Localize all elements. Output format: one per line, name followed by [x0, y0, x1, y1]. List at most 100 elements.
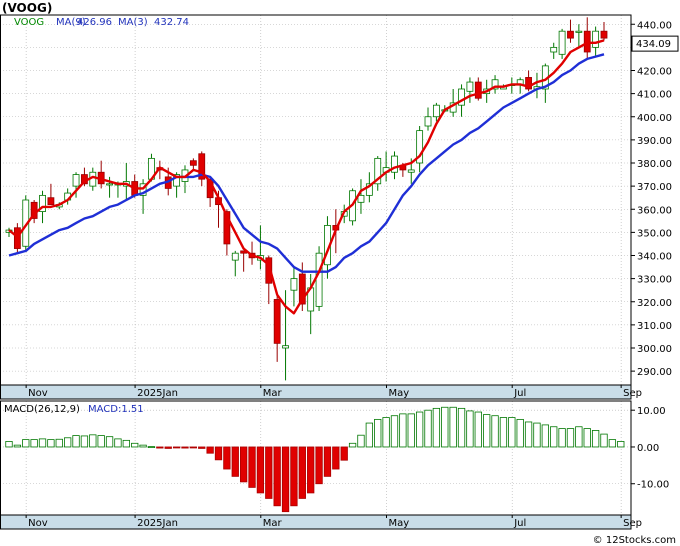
candle-body	[265, 257, 273, 284]
macd-bar	[290, 446, 298, 507]
price-x-label: Mar	[263, 388, 283, 399]
macd-bar	[307, 446, 315, 494]
macd-bar	[64, 437, 72, 448]
macd-bar	[147, 446, 156, 449]
legend-ma3-value: 432.74	[154, 17, 189, 28]
price-plot-area	[0, 15, 631, 385]
price-tick-label: 360.00	[637, 205, 672, 216]
macd-bar	[441, 406, 449, 448]
candle-body	[466, 81, 474, 92]
candle-body	[273, 299, 281, 344]
candle-body	[424, 116, 432, 127]
macd-bar	[483, 414, 491, 448]
candle-body	[458, 88, 465, 106]
macd-bar	[357, 434, 365, 448]
macd-bar	[131, 442, 139, 448]
price-x-label: Nov	[28, 388, 48, 399]
price-x-label: May	[388, 388, 409, 399]
price-tick-label: 420.00	[637, 67, 672, 78]
price-tick-label: 330.00	[637, 275, 672, 286]
last-price-box	[631, 35, 679, 52]
macd-bar	[122, 439, 130, 448]
candle-body	[474, 81, 482, 99]
macd-bar	[189, 446, 198, 449]
macd-bar	[273, 446, 281, 507]
macd-bar	[281, 446, 290, 513]
macd-bar	[248, 446, 256, 488]
price-panel: 290.00 300.00 310.00 320.00 330.00 340.00 350.…	[0, 14, 679, 400]
candle-body	[39, 194, 46, 212]
legend-ma9-value: 426.96	[77, 17, 112, 28]
price-x-label: 2025Jan	[137, 388, 178, 399]
candle-body	[298, 273, 306, 305]
candle-body	[374, 157, 382, 185]
macd-bar	[617, 441, 625, 448]
macd-bar	[508, 417, 516, 448]
macd-bar	[491, 415, 499, 448]
candle-body	[106, 183, 113, 186]
macd-bar	[575, 426, 583, 448]
macd-tick-label: 10.00	[637, 406, 666, 417]
macd-bar	[89, 434, 97, 448]
macd-x-label: May	[388, 518, 409, 529]
macd-bar	[591, 430, 600, 448]
macd-bar	[139, 444, 147, 448]
candle-body	[592, 30, 600, 48]
macd-bar	[114, 438, 122, 448]
candle-body	[357, 194, 365, 203]
candle-body	[558, 30, 566, 55]
price-tick-label: 370.00	[637, 182, 672, 193]
legend-ma3-label: MA(3)	[118, 17, 148, 28]
macd-bar	[38, 438, 47, 448]
legend-ticker: VOOG	[14, 17, 44, 28]
price-x-axis-band	[0, 384, 632, 400]
price-tick-label: 410.00	[637, 90, 672, 101]
price-tick-label: 320.00	[637, 298, 672, 309]
candle-body	[525, 77, 532, 90]
macd-bar	[558, 428, 566, 448]
macd-bar	[524, 421, 533, 448]
candle-body	[189, 160, 197, 166]
price-tick-label: 300.00	[637, 344, 672, 355]
macd-x-label: 2025Jan	[137, 518, 178, 529]
macd-bar	[315, 446, 323, 485]
macd-bar	[374, 418, 382, 448]
macd-bar	[415, 411, 424, 448]
macd-bar	[340, 446, 348, 461]
candle-body	[173, 174, 181, 187]
candle-body	[416, 130, 424, 164]
watermark: © 12Stocks.com	[593, 535, 676, 546]
macd-bar	[466, 410, 474, 448]
macd-bar	[256, 446, 265, 494]
ma9-line	[8, 53, 605, 273]
macd-bar	[323, 446, 332, 477]
macd-bar	[22, 439, 30, 448]
candle-body	[491, 79, 499, 90]
macd-bar	[214, 446, 223, 461]
macd-bar	[198, 446, 206, 449]
macd-bar	[399, 413, 407, 448]
price-tick-label: 390.00	[637, 136, 672, 147]
macd-x-label: Jul	[513, 518, 526, 529]
macd-bar	[449, 406, 457, 448]
candle-body	[583, 30, 591, 53]
macd-bar	[541, 424, 549, 448]
macd-bar	[239, 446, 248, 483]
macd-tick-label: -10.00	[637, 480, 669, 491]
ma3-line	[8, 39, 605, 315]
macd-panel: -10.00 0.00 10.00 Nov 2025Jan Mar May Jul Sep	[0, 400, 669, 530]
macd-x-label: Sep	[623, 518, 642, 529]
macd-bar	[390, 415, 399, 448]
macd-bar	[348, 442, 357, 448]
candle-body	[290, 278, 298, 291]
macd-bar	[231, 446, 239, 477]
chart-title: (VOOG)	[2, 1, 52, 15]
macd-bar	[365, 422, 374, 448]
macd-bar	[566, 428, 575, 448]
candle-body	[365, 183, 373, 196]
macd-bar	[265, 446, 273, 499]
price-tick-label: 350.00	[637, 228, 672, 239]
price-tick-label: 310.00	[637, 321, 672, 332]
candle-body	[550, 46, 558, 53]
macd-bar	[583, 428, 591, 448]
